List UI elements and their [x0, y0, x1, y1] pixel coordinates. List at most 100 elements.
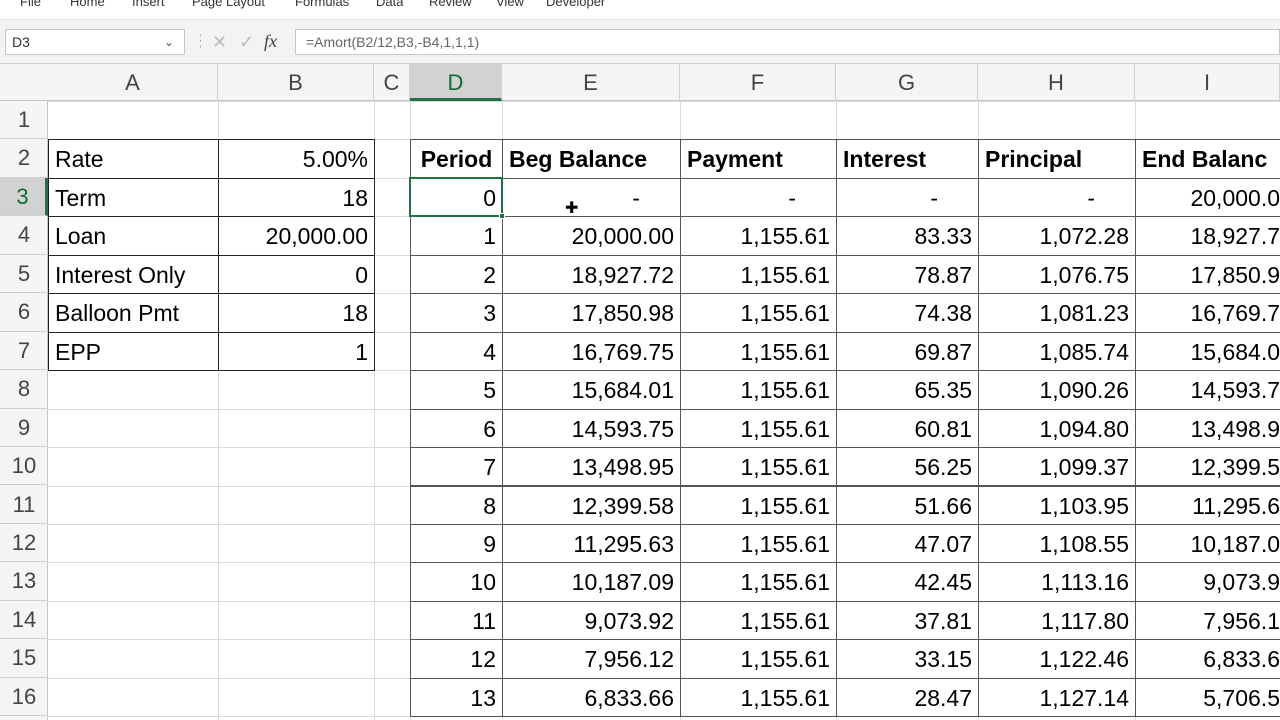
row-header[interactable]: 5 [0, 255, 48, 294]
cell[interactable]: 1,085.74 [978, 331, 1136, 372]
cell[interactable]: 12,399.5 [1135, 447, 1280, 487]
name-box[interactable]: D3 [5, 29, 185, 55]
row-header[interactable]: 16 [0, 678, 48, 717]
cell[interactable]: 16,769.75 [502, 331, 681, 372]
row-header[interactable]: 1 [0, 101, 48, 140]
cell[interactable]: 12 [410, 639, 503, 679]
cell[interactable]: 20,000.00 [502, 216, 681, 256]
cell[interactable]: 18 [218, 293, 375, 333]
ribbon-tab[interactable]: Review [429, 0, 472, 9]
cell[interactable]: 1,072.28 [978, 216, 1136, 256]
cell[interactable]: End Balanc [1135, 139, 1280, 179]
cell[interactable]: 9,073.92 [502, 600, 681, 641]
cell[interactable]: 18,927.72 [502, 254, 681, 295]
cell[interactable]: 1,076.75 [978, 254, 1136, 295]
cell[interactable]: 14,593.7 [1135, 370, 1280, 410]
cell[interactable]: 1,122.46 [978, 639, 1136, 679]
cell[interactable]: 1,155.61 [680, 562, 837, 602]
cell[interactable]: 1,155.61 [680, 216, 837, 256]
cell[interactable]: 10,187.09 [502, 562, 681, 602]
cell[interactable]: 2 [410, 254, 503, 295]
cell[interactable]: 1,155.61 [680, 485, 837, 525]
cell[interactable]: 6 [410, 408, 503, 449]
cell[interactable]: 11,295.63 [502, 523, 681, 564]
row-header[interactable]: 10 [0, 447, 48, 486]
cell[interactable]: 1,155.61 [680, 523, 837, 564]
cell[interactable]: 1,090.26 [978, 370, 1136, 410]
row-header[interactable]: 7 [0, 332, 48, 371]
cell[interactable]: 1,113.16 [978, 562, 1136, 602]
cell[interactable]: 6,833.6 [1135, 639, 1280, 679]
cell[interactable]: 7,956.12 [502, 639, 681, 679]
cell[interactable]: 1,127.14 [978, 677, 1136, 718]
ribbon-tab[interactable]: View [496, 0, 524, 9]
cell[interactable]: 5 [410, 370, 503, 410]
cell[interactable]: 16,769.7 [1135, 293, 1280, 333]
cell[interactable]: - [978, 177, 1136, 218]
cell[interactable]: 17,850.98 [502, 293, 681, 333]
row-header[interactable]: 4 [0, 216, 48, 255]
cell[interactable]: 10,187.0 [1135, 523, 1280, 564]
cell[interactable]: 42.45 [836, 562, 979, 602]
enter-button[interactable]: ✓ [239, 32, 255, 52]
cell[interactable]: 11,295.6 [1135, 485, 1280, 525]
cell[interactable]: EPP [48, 331, 219, 372]
cell[interactable]: 51.66 [836, 485, 979, 525]
cell[interactable]: Rate [48, 139, 219, 179]
cell[interactable]: 78.87 [836, 254, 979, 295]
row-header[interactable]: 9 [0, 409, 48, 448]
cell[interactable]: 1,155.61 [680, 370, 837, 410]
ribbon-tab[interactable]: Insert [132, 0, 165, 9]
cell[interactable]: 8 [410, 485, 503, 525]
cell[interactable]: 17,850.9 [1135, 254, 1280, 295]
cell[interactable]: 10 [410, 562, 503, 602]
column-header[interactable]: D [410, 64, 502, 101]
cell[interactable]: Balloon Pmt [48, 293, 219, 333]
cell[interactable]: 13 [410, 677, 503, 718]
cell[interactable]: 1 [410, 216, 503, 256]
cell[interactable]: 15,684.01 [502, 370, 681, 410]
cell[interactable]: Term [48, 177, 219, 218]
cell[interactable]: 1,155.61 [680, 293, 837, 333]
cell[interactable]: 1,155.61 [680, 408, 837, 449]
column-header[interactable]: H [978, 64, 1135, 101]
cell[interactable]: 1,155.61 [680, 447, 837, 487]
cell[interactable]: 56.25 [836, 447, 979, 487]
cancel-button[interactable]: ✕ [212, 32, 228, 52]
cell[interactable]: 1,094.80 [978, 408, 1136, 449]
cell[interactable]: 28.47 [836, 677, 979, 718]
cell[interactable]: 47.07 [836, 523, 979, 564]
ribbon-tab[interactable]: Formulas [295, 0, 350, 9]
cell[interactable]: Principal [978, 139, 1136, 179]
cell[interactable]: Period [410, 139, 503, 179]
name-box-dropdown[interactable]: ⌄ [164, 35, 175, 49]
cell[interactable]: 83.33 [836, 216, 979, 256]
row-header[interactable]: 14 [0, 601, 48, 640]
cell[interactable]: 20,000.00 [218, 216, 375, 256]
cell[interactable]: 1,155.61 [680, 677, 837, 718]
ribbon-tab[interactable]: Home [70, 0, 105, 9]
formula-input[interactable]: =Amort(B2/12,B3,-B4,1,1,1) [295, 29, 1280, 55]
cell[interactable]: 74.38 [836, 293, 979, 333]
insert-function-button[interactable]: fx [264, 31, 277, 51]
cell[interactable]: 18 [218, 177, 375, 218]
row-header[interactable]: 13 [0, 562, 48, 601]
cell[interactable]: 5.00% [218, 139, 375, 179]
row-header[interactable]: 12 [0, 524, 48, 563]
cell[interactable]: 1,103.95 [978, 485, 1136, 525]
cell[interactable]: 1,117.80 [978, 600, 1136, 641]
row-header[interactable]: 15 [0, 639, 48, 678]
cell[interactable]: 37.81 [836, 600, 979, 641]
cell[interactable]: 15,684.0 [1135, 331, 1280, 372]
cell[interactable]: 6,833.66 [502, 677, 681, 718]
cell[interactable]: 7,956.1 [1135, 600, 1280, 641]
column-header[interactable]: C [374, 64, 410, 101]
row-header[interactable]: 6 [0, 293, 48, 332]
column-header[interactable]: A [48, 64, 218, 101]
cell[interactable]: 13,498.9 [1135, 408, 1280, 449]
cell[interactable]: Interest Only [48, 254, 219, 295]
cell[interactable]: - [836, 177, 979, 218]
cell[interactable]: 60.81 [836, 408, 979, 449]
cell[interactable]: Payment [680, 139, 837, 179]
ribbon-tab[interactable]: File [20, 0, 41, 9]
